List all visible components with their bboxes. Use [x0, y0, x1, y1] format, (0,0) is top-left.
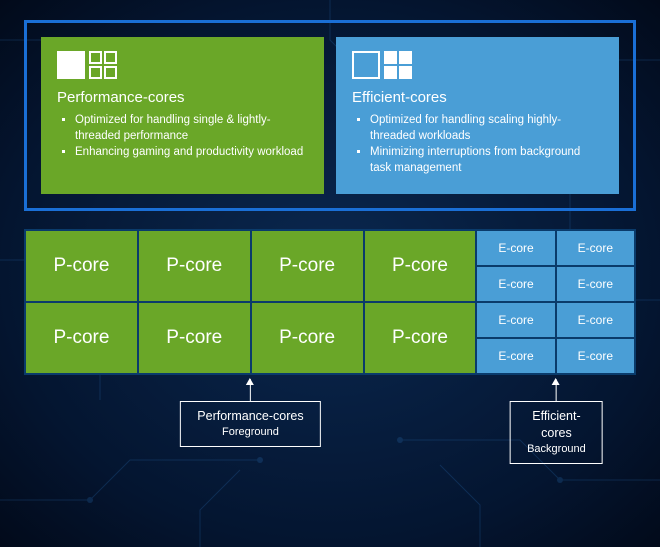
bullet: Minimizing interruptions from background…	[370, 144, 603, 176]
bullet: Optimized for handling single & lightly-…	[75, 112, 308, 144]
callout-sub: Background	[527, 442, 586, 457]
performance-cores-card: Performance-cores Optimized for handling…	[41, 37, 324, 194]
e-core-cell: E-core	[556, 338, 635, 374]
e-core-cell: E-core	[556, 266, 635, 302]
bullet: Enhancing gaming and productivity worklo…	[75, 144, 308, 160]
arrow-up-icon	[556, 379, 557, 401]
small-cores-icon	[89, 51, 117, 79]
large-core-icon	[57, 51, 85, 79]
top-description-panel: Performance-cores Optimized for handling…	[24, 20, 636, 211]
p-core-cell: P-core	[364, 302, 477, 374]
large-core-icon	[352, 51, 380, 79]
eff-title: Efficient-cores	[352, 89, 603, 106]
e-core-grid: E-coreE-coreE-coreE-coreE-coreE-coreE-co…	[476, 230, 635, 374]
perf-bullets: Optimized for handling single & lightly-…	[57, 112, 308, 160]
callout-title: Efficient-cores	[527, 408, 586, 442]
callout-sub: Foreground	[197, 425, 303, 440]
callout-row: Performance-cores Foreground Efficient-c…	[24, 379, 636, 459]
e-core-cell: E-core	[556, 230, 635, 266]
p-core-cell: P-core	[251, 230, 364, 302]
p-core-cell: P-core	[25, 302, 138, 374]
e-core-cell: E-core	[476, 302, 555, 338]
p-core-cell: P-core	[364, 230, 477, 302]
callout-title: Performance-cores	[197, 408, 303, 425]
eff-icon	[352, 51, 603, 79]
e-core-cell: E-core	[476, 338, 555, 374]
efficient-cores-card: Efficient-cores Optimized for handling s…	[336, 37, 619, 194]
e-core-cell: E-core	[556, 302, 635, 338]
eff-callout: Efficient-cores Background	[510, 379, 603, 464]
p-core-cell: P-core	[25, 230, 138, 302]
e-core-cell: E-core	[476, 230, 555, 266]
perf-title: Performance-cores	[57, 89, 308, 106]
p-core-cell: P-core	[138, 230, 251, 302]
small-cores-icon	[384, 51, 412, 79]
eff-bullets: Optimized for handling scaling highly-th…	[352, 112, 603, 176]
perf-icon	[57, 51, 308, 79]
core-grid: P-coreP-coreP-coreP-coreP-coreP-coreP-co…	[24, 229, 636, 375]
p-core-grid: P-coreP-coreP-coreP-coreP-coreP-coreP-co…	[25, 230, 476, 374]
p-core-cell: P-core	[138, 302, 251, 374]
perf-callout: Performance-cores Foreground	[180, 379, 320, 447]
e-core-cell: E-core	[476, 266, 555, 302]
bullet: Optimized for handling scaling highly-th…	[370, 112, 603, 144]
eff-callout-label: Efficient-cores Background	[510, 401, 603, 464]
arrow-up-icon	[250, 379, 251, 401]
p-core-cell: P-core	[251, 302, 364, 374]
diagram-wrap: Performance-cores Optimized for handling…	[0, 0, 660, 469]
perf-callout-label: Performance-cores Foreground	[180, 401, 320, 447]
